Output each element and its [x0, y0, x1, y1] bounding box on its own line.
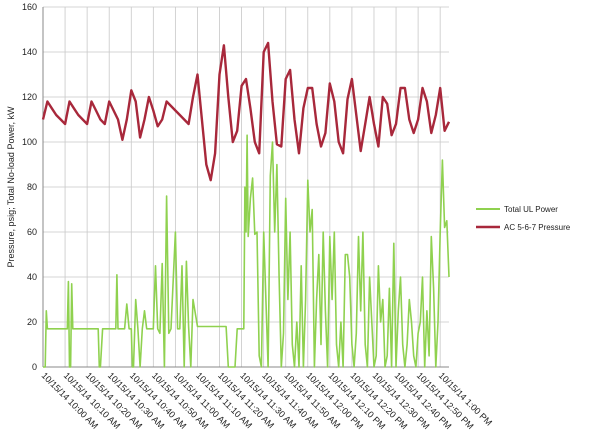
legend: Total UL Power AC 5-6-7 Pressure — [476, 205, 571, 232]
legend-label-ac-pressure: AC 5-6-7 Pressure — [504, 223, 571, 232]
y-axis-label: Pressure, psig; Total No-load Power, kW — [6, 106, 16, 267]
y-tick-label: 160 — [22, 2, 37, 12]
series-line-total-ul-power — [43, 134, 450, 368]
series-layer — [41, 41, 451, 368]
y-tick-label: 0 — [32, 362, 37, 372]
series-line-ac-5-6-7-pressure — [41, 41, 451, 182]
y-tick-label: 40 — [27, 272, 37, 282]
y-tick-label: 20 — [27, 317, 37, 327]
y-tick-label: 80 — [27, 182, 37, 192]
legend-label-total-ul-power: Total UL Power — [504, 205, 558, 214]
y-tick-label: 100 — [22, 137, 37, 147]
y-tick-label: 120 — [22, 92, 37, 102]
grid — [42, 6, 449, 368]
axes — [42, 7, 449, 368]
y-tick-label: 60 — [27, 227, 37, 237]
y-tick-label: 140 — [22, 47, 37, 57]
